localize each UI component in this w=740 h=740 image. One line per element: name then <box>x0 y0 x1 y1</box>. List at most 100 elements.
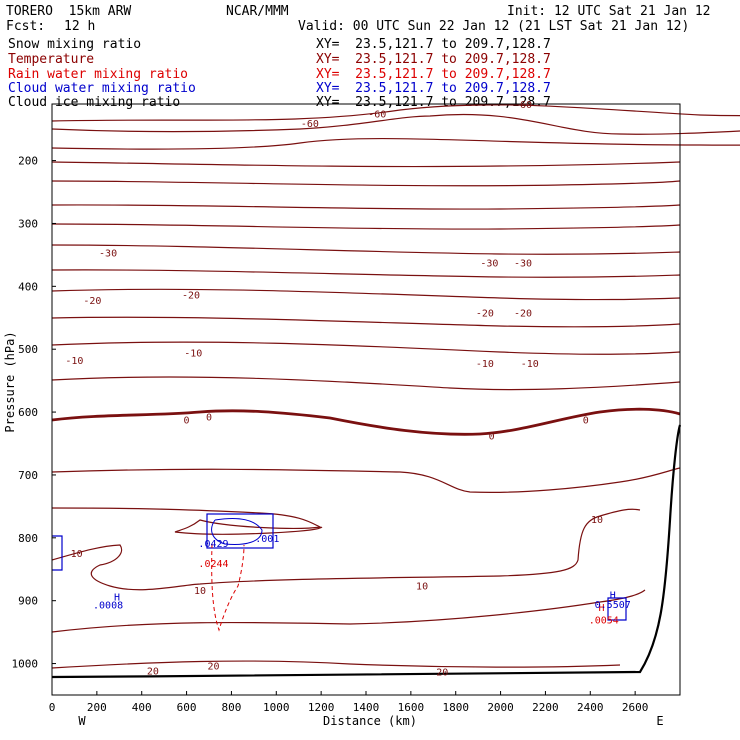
cloud-value-label: H <box>598 603 604 614</box>
y-tick-label: 500 <box>18 343 38 356</box>
cloud-water-small-box <box>607 597 627 621</box>
rain-water-contour <box>211 543 245 632</box>
cloud-value-label: .0054 <box>589 616 619 627</box>
isotherm-minus-30 <box>51 244 681 255</box>
cloud-value-label: .0008 <box>93 600 123 611</box>
isotherm-label: 0 <box>489 431 495 442</box>
isotherm-minus-60 <box>51 113 740 135</box>
isotherm-label: -10 <box>184 348 202 359</box>
init-time: Init: 12 UTC Sat 21 Jan 12 <box>507 4 711 19</box>
x-tick-label: 1600 <box>398 701 425 714</box>
isotherm-label: -30 <box>480 258 498 269</box>
isotherm-label: -10 <box>65 356 83 367</box>
isotherm-zero <box>51 407 681 436</box>
x-tick-label: 2000 <box>487 701 514 714</box>
cloud-water-box-center <box>206 513 274 549</box>
y-tick-label: 400 <box>18 280 38 293</box>
isotherm-label: -60 <box>514 100 532 111</box>
isotherm-label: 20 <box>436 668 448 679</box>
y-tick-label: 1000 <box>12 658 39 671</box>
x-tick-label: 1400 <box>353 701 380 714</box>
xy-cloud-water: XY= 23.5,121.7 to 209.7,128.7 <box>316 81 551 96</box>
isotherm-plus-10 <box>51 508 641 591</box>
y-tick-label: 700 <box>18 469 38 482</box>
isotherm-label: -60 <box>301 119 319 130</box>
cloud-value-label: H <box>114 592 120 603</box>
x-tick-label: 0 <box>49 701 56 714</box>
field-snow: Snow mixing ratio <box>8 37 142 52</box>
isotherm-minus-10 <box>51 341 681 355</box>
y-tick-label: 800 <box>18 532 38 545</box>
y-tick-label: 900 <box>18 595 38 608</box>
x-axis-title: Distance (km) <box>323 714 417 728</box>
x-tick-label: 1000 <box>263 701 290 714</box>
x-axis-left-label: W <box>78 714 86 728</box>
isotherm-minus-50 <box>51 161 681 168</box>
y-tick-label: 200 <box>18 155 38 168</box>
isotherm-label: -20 <box>514 309 532 320</box>
isotherm-label: -20 <box>476 309 494 320</box>
xy-cloud-ice: XY= 23.5,121.7 to 209.7,128.7 <box>316 95 551 110</box>
isotherm-label: 10 <box>194 586 206 597</box>
field-rain: Rain water mixing ratio <box>8 67 189 82</box>
x-tick-label: 1800 <box>442 701 469 714</box>
forecast-value: 12 h <box>64 19 96 34</box>
y-axis-ticks: 200 300 400 500 600 700 800 900 1000 <box>12 155 56 671</box>
isotherm-minus-60-lower <box>51 137 740 150</box>
cloud-value-label: .001 <box>255 534 279 545</box>
isotherm-label: -60 <box>368 109 386 120</box>
isotherm-minus-45 <box>51 180 681 187</box>
isotherm-label: -30 <box>99 248 117 259</box>
isotherm-minus-15 <box>51 316 681 328</box>
terrain-ground-line <box>51 424 682 679</box>
x-tick-label: 2600 <box>622 701 649 714</box>
plot-frame <box>51 103 681 696</box>
cloud-value-label: H <box>610 590 616 601</box>
isotherm-plus-20 <box>51 660 621 669</box>
xy-snow: XY= 23.5,121.7 to 209.7,128.7 <box>316 37 551 52</box>
isotherm-label: -20 <box>182 291 200 302</box>
field-temperature: Temperature <box>8 52 95 67</box>
isotherm-plus-5 <box>51 467 681 493</box>
isotherm-label: 0 <box>206 412 212 423</box>
isotherm-label: 10 <box>416 582 428 593</box>
x-axis-ticks: 0 200 400 600 800 1000 1200 1400 1600 1800 2000 220… <box>49 691 649 714</box>
isotherm-label: 10 <box>71 549 83 560</box>
isotherm-label: 0 <box>184 416 190 427</box>
cloud-water-left-edge <box>52 535 63 571</box>
isotherm-labels: -60 -60 -60 -30 -30 -30 -20 -20 -20 -20 -10 -10 -10 -… <box>65 100 603 679</box>
x-tick-label: 2200 <box>532 701 559 714</box>
temperature-contours <box>51 104 740 669</box>
isotherm-label: 0 <box>583 416 589 427</box>
cloud-value-label: .0429 <box>198 539 228 550</box>
model-title: TORERO 15km ARW <box>6 4 132 19</box>
isotherm-label: -20 <box>83 296 101 307</box>
center-title: NCAR/MMM <box>226 4 289 19</box>
x-tick-label: 2400 <box>577 701 604 714</box>
y-tick-label: 300 <box>18 217 38 230</box>
y-axis-title: Pressure (hPa) <box>3 331 17 432</box>
xy-rain: XY= 23.5,121.7 to 209.7,128.7 <box>316 67 551 82</box>
isotherm-minus-40 <box>51 204 681 210</box>
isotherm-minus-35 <box>51 223 681 230</box>
x-tick-label: 600 <box>177 701 197 714</box>
xy-temperature: XY= 23.5,121.7 to 209.7,128.7 <box>316 52 551 67</box>
isotherm-minus-5 <box>51 376 681 391</box>
cloud-value-label: .0244 <box>198 559 228 570</box>
isotherm-minus-25 <box>51 269 681 278</box>
cloud-value-label: 0.5507 <box>595 600 631 611</box>
field-cloud-ice: Cloud ice mixing ratio <box>8 95 181 110</box>
valid-time: Valid: 00 UTC Sun 22 Jan 12 (21 LST Sat … <box>298 19 690 34</box>
x-tick-label: 200 <box>87 701 107 714</box>
isotherm-label: -10 <box>476 359 494 370</box>
isotherm-minus-60-upper <box>51 104 740 122</box>
field-cloud-water: Cloud water mixing ratio <box>8 81 196 96</box>
isotherm-label: -10 <box>521 359 539 370</box>
isotherm-label: 20 <box>207 661 219 672</box>
x-tick-label: 800 <box>221 701 241 714</box>
x-axis-right-label: E <box>656 714 663 728</box>
x-tick-label: 1200 <box>308 701 335 714</box>
isotherm-minus-20 <box>51 288 681 301</box>
